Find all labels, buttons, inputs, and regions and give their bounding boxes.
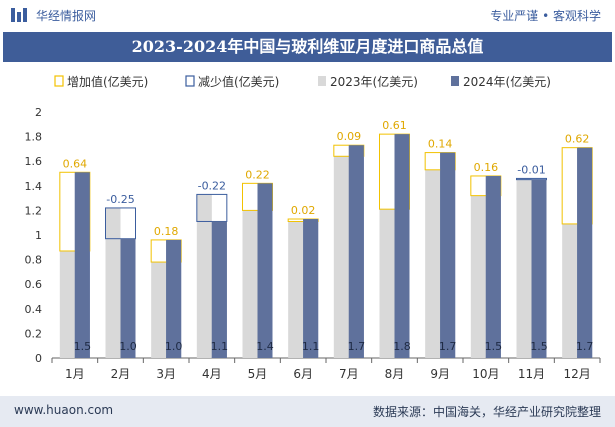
chart: 增加值(亿美元) 减少值(亿美元) 2023年(亿美元) 2024年(亿美元) 0 0.… bbox=[25, 74, 601, 381]
x-tick-label: 1月 bbox=[65, 367, 85, 381]
legend-increase-label: 增加值(亿美元) bbox=[67, 74, 148, 89]
x-tick-label: 10月 bbox=[472, 367, 499, 381]
bar-2024-overlay bbox=[577, 147, 593, 358]
x-tick-label: 6月 bbox=[293, 367, 313, 381]
change-label: 0.16 bbox=[474, 161, 499, 174]
y-tick-label: 1.4 bbox=[25, 180, 43, 193]
bar-value-label: 1.5 bbox=[530, 340, 548, 353]
bar-value-label: 1.7 bbox=[439, 340, 457, 353]
bar-2024-overlay bbox=[120, 238, 136, 358]
bar-value-label: 1.1 bbox=[302, 340, 320, 353]
change-label: 0.02 bbox=[291, 204, 316, 217]
bar-2023 bbox=[379, 209, 395, 358]
x-tick-label: 4月 bbox=[202, 367, 222, 381]
logo-icon bbox=[11, 8, 27, 22]
website-link[interactable]: www.huaon.com bbox=[14, 403, 114, 417]
change-label: 0.09 bbox=[337, 130, 362, 143]
legend-decrease-label: 减少值(亿美元) bbox=[198, 74, 279, 89]
legend: 增加值(亿美元) 减少值(亿美元) 2023年(亿美元) 2024年(亿美元) bbox=[54, 74, 551, 89]
legend-2024-label: 2024年(亿美元) bbox=[463, 74, 551, 89]
data-source: 数据来源：中国海关，华经产业研究院整理 bbox=[372, 405, 601, 419]
change-label: 0.62 bbox=[565, 133, 590, 146]
bar-2023 bbox=[562, 223, 578, 358]
bars bbox=[59, 133, 593, 358]
x-tick-label: 3月 bbox=[156, 367, 176, 381]
x-tick-label: 11月 bbox=[518, 367, 545, 381]
legend-2024-swatch bbox=[451, 76, 459, 86]
bar-2023 bbox=[242, 210, 258, 358]
bar-2023 bbox=[105, 207, 121, 358]
bar-value-label: 1.0 bbox=[165, 340, 183, 353]
y-tick-label: 1 bbox=[35, 229, 42, 242]
change-label: 0.22 bbox=[245, 168, 270, 181]
legend-2023-swatch bbox=[318, 76, 326, 86]
bar-2024-overlay bbox=[394, 134, 410, 358]
bar-2023 bbox=[196, 194, 212, 358]
bar-value-label: 1.7 bbox=[348, 340, 366, 353]
x-tick-label: 5月 bbox=[248, 367, 268, 381]
brand-name: 华经情报网 bbox=[36, 9, 97, 23]
top-bar: 华经情报网 专业严谨 • 客观科学 bbox=[0, 0, 615, 30]
bar-2024-overlay bbox=[166, 239, 182, 358]
change-label: 0.14 bbox=[428, 138, 453, 151]
bar-2023 bbox=[425, 169, 441, 358]
change-label: -0.25 bbox=[106, 193, 134, 206]
legend-increase-swatch bbox=[54, 75, 64, 87]
labels: 0.64 1.5 -0.25 1.0 0.18 1.0 -0.22 1.1 0.22 1.4 0.0… bbox=[63, 119, 594, 353]
bar-2024-overlay bbox=[440, 152, 456, 358]
bar-2024-overlay bbox=[485, 175, 501, 358]
legend-2023-label: 2023年(亿美元) bbox=[330, 74, 418, 89]
y-tick-label: 0.2 bbox=[25, 327, 43, 340]
y-tick-label: 0.4 bbox=[25, 303, 43, 316]
bar-2024-overlay bbox=[531, 179, 547, 358]
bar-2024-overlay bbox=[74, 172, 90, 358]
legend-decrease-swatch bbox=[185, 75, 195, 87]
footer: www.huaon.com 数据来源：中国海关，华经产业研究院整理 bbox=[0, 396, 615, 427]
y-tick-label: 0.8 bbox=[25, 254, 43, 267]
bar-value-label: 1.8 bbox=[393, 340, 411, 353]
bar-2023 bbox=[470, 195, 486, 358]
bar-2024-overlay bbox=[257, 183, 273, 358]
change-label: -0.01 bbox=[517, 163, 545, 176]
change-label: -0.22 bbox=[198, 179, 226, 192]
bar-2023 bbox=[288, 221, 304, 358]
x-tick-label: 2月 bbox=[111, 367, 131, 381]
decrease-box bbox=[516, 177, 547, 181]
y-tick-label: 2 bbox=[35, 106, 42, 119]
bar-value-label: 1.5 bbox=[485, 340, 503, 353]
bar-value-label: 1.4 bbox=[256, 340, 274, 353]
change-label: 0.61 bbox=[382, 119, 407, 132]
bar-value-label: 1.5 bbox=[74, 340, 92, 353]
bar-2024-overlay bbox=[348, 145, 364, 358]
bar-value-label: 1.7 bbox=[576, 340, 594, 353]
bar-value-label: 1.1 bbox=[211, 340, 229, 353]
y-tick-label: 0.6 bbox=[25, 278, 43, 291]
x-tick-label: 9月 bbox=[430, 367, 450, 381]
x-tick-label: 12月 bbox=[564, 367, 591, 381]
bar-2024-overlay bbox=[303, 219, 319, 358]
change-label: 0.18 bbox=[154, 225, 179, 238]
y-tick-label: 1.2 bbox=[25, 204, 43, 217]
bar-2023 bbox=[151, 262, 167, 358]
axes: 0 0.2 0.4 0.6 0.8 1 1.2 1.4 1.6 1.8 2 1月 2月 3月 4月 5月 6月 7… bbox=[25, 106, 601, 381]
x-tick-label: 7月 bbox=[339, 367, 359, 381]
bar-2023 bbox=[516, 178, 532, 358]
bar-2024-overlay bbox=[211, 221, 227, 358]
change-label: 0.64 bbox=[63, 157, 88, 170]
bar-2023 bbox=[333, 156, 349, 358]
bar-value-label: 1.0 bbox=[119, 340, 137, 353]
bar-2023 bbox=[59, 250, 75, 358]
tagline: 专业严谨 • 客观科学 bbox=[490, 9, 601, 23]
chart-title: 2023-2024年中国与玻利维亚月度进口商品总值 bbox=[131, 37, 484, 56]
y-tick-label: 0 bbox=[35, 352, 42, 365]
x-tick-label: 8月 bbox=[385, 367, 405, 381]
title-bar: 2023-2024年中国与玻利维亚月度进口商品总值 bbox=[3, 32, 612, 62]
y-tick-label: 1.6 bbox=[25, 155, 43, 168]
y-tick-label: 1.8 bbox=[25, 131, 43, 144]
